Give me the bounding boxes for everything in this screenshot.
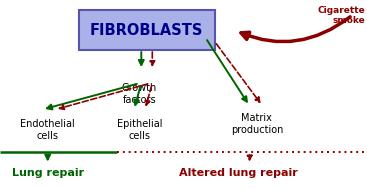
Text: Cigarette
smoke: Cigarette smoke (317, 6, 365, 25)
Text: Lung repair: Lung repair (12, 168, 84, 178)
Text: Altered lung repair: Altered lung repair (179, 168, 298, 178)
Text: Growth
factors: Growth factors (122, 83, 157, 105)
Text: Epithelial
cells: Epithelial cells (117, 119, 162, 141)
Text: Matrix
production: Matrix production (231, 113, 283, 135)
FancyBboxPatch shape (79, 10, 215, 50)
Text: Endothelial
cells: Endothelial cells (20, 119, 75, 141)
Text: FIBROBLASTS: FIBROBLASTS (90, 23, 203, 38)
